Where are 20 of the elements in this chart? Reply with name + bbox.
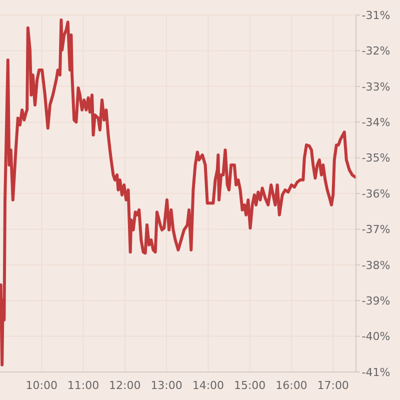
line-series xyxy=(0,18,357,366)
y-tick-label: -40% xyxy=(362,330,390,344)
y-tick-label: -32% xyxy=(362,44,390,58)
y-tick-label: -38% xyxy=(362,258,390,272)
y-tick-label: -31% xyxy=(362,8,390,22)
y-tick-label: -35% xyxy=(362,152,390,165)
x-tick-label: 17:00 xyxy=(317,379,349,392)
x-tick-label: 14:00 xyxy=(192,379,224,392)
x-tick-label: 16:00 xyxy=(276,379,308,392)
y-tick-label: -41% xyxy=(362,366,390,379)
y-tick-label: -34% xyxy=(362,116,390,129)
x-tick-label: 13:00 xyxy=(150,379,182,392)
y-tick-label: -36% xyxy=(362,187,390,200)
y-tick-label: -33% xyxy=(362,80,390,94)
y-tick-label: -39% xyxy=(362,294,390,308)
x-tick-label: 15:00 xyxy=(234,379,266,392)
x-tick-label: 12:00 xyxy=(109,379,141,392)
x-tick-label: 10:00 xyxy=(26,379,58,392)
y-tick-label: -37% xyxy=(362,223,390,236)
x-tick-label: 11:00 xyxy=(67,379,100,392)
